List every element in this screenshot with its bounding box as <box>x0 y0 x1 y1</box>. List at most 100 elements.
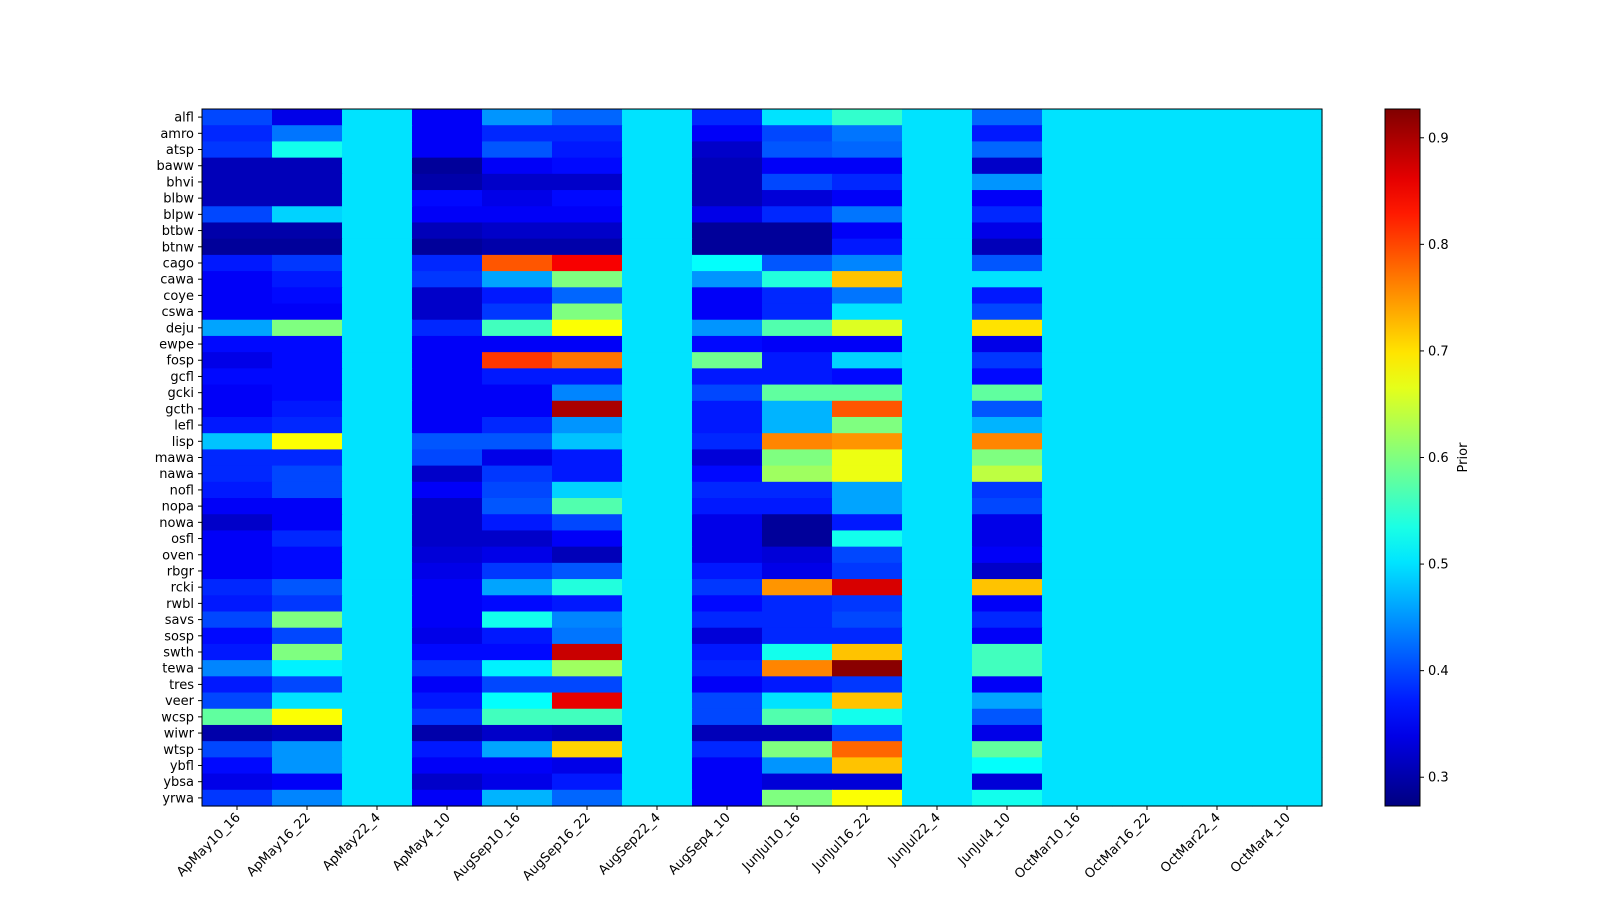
heatmap-cell-blpw-ApMay22_4 <box>342 206 413 224</box>
heatmap-cell-veer-OctMar22_4 <box>1182 692 1253 710</box>
heatmap-cell-gcth-JunJul22_4 <box>902 400 973 418</box>
heatmap-cell-lisp-OctMar4_10 <box>1252 433 1323 450</box>
heatmap-cell-baww-AugSep16_22 <box>552 157 623 175</box>
heatmap-cell-rwbl-OctMar10_16 <box>1042 595 1113 613</box>
heatmap-cell-blbw-AugSep16_22 <box>552 190 623 207</box>
heatmap-cell-ewpe-OctMar10_16 <box>1042 335 1113 353</box>
y-tick-label: lefl <box>174 419 194 434</box>
heatmap-cell-nopa-JunJul4_10 <box>972 498 1043 515</box>
heatmap-cell-wtsp-JunJul10_16 <box>762 741 833 758</box>
heatmap-cell-mawa-OctMar4_10 <box>1252 449 1323 467</box>
heatmap-cell-nowa-JunJul10_16 <box>762 514 833 532</box>
y-tick-label: nofl <box>170 483 194 498</box>
heatmap-cell-veer-ApMay16_22 <box>272 692 343 710</box>
heatmap-cell-coye-ApMay16_22 <box>272 287 343 305</box>
heatmap-cell-fosp-ApMay16_22 <box>272 352 343 369</box>
heatmap-cell-rbgr-AugSep22_4 <box>622 562 693 580</box>
y-tick-label: gcth <box>165 402 194 417</box>
y-tick-label: nawa <box>159 467 194 482</box>
heatmap-cell-mawa-OctMar22_4 <box>1182 449 1253 467</box>
heatmap-cell-coye-OctMar10_16 <box>1042 287 1113 305</box>
heatmap-cell-oven-JunJul4_10 <box>972 546 1043 564</box>
heatmap-cell-gcfl-JunJul4_10 <box>972 368 1043 386</box>
heatmap-cell-blbw-JunJul10_16 <box>762 190 833 207</box>
heatmap-cell-savs-AugSep22_4 <box>622 611 693 629</box>
heatmap-cell-btnw-OctMar10_16 <box>1042 238 1113 256</box>
heatmap-cell-atsp-JunJul10_16 <box>762 141 833 159</box>
heatmap-cell-gcfl-OctMar22_4 <box>1182 368 1253 386</box>
heatmap-cell-nofl-AugSep16_22 <box>552 481 623 499</box>
heatmap-cell-cawa-ApMay22_4 <box>342 271 413 288</box>
heatmap-cell-blbw-OctMar4_10 <box>1252 190 1323 207</box>
heatmap-cell-deju-AugSep4_10 <box>692 319 763 337</box>
heatmap-cell-tres-OctMar22_4 <box>1182 676 1253 694</box>
heatmap-cell-nopa-AugSep22_4 <box>622 498 693 515</box>
heatmap-cell-yrwa-OctMar16_22 <box>1112 789 1183 807</box>
heatmap-cell-btnw-ApMay22_4 <box>342 238 413 256</box>
heatmap-cell-swth-JunJul22_4 <box>902 643 973 661</box>
heatmap-cell-gcth-ApMay16_22 <box>272 400 343 418</box>
x-tick-label: AugSep16_22 <box>520 810 594 884</box>
heatmap-cell-amro-ApMay10_16 <box>202 125 273 143</box>
heatmap-cell-deju-OctMar4_10 <box>1252 319 1323 337</box>
heatmap-cell-gcki-JunJul16_22 <box>832 384 903 402</box>
heatmap-cell-btnw-AugSep4_10 <box>692 238 763 256</box>
heatmap-cell-cswa-OctMar22_4 <box>1182 303 1253 321</box>
x-tick-label: OctMar4_10 <box>1228 810 1294 876</box>
heatmap-cell-mawa-AugSep4_10 <box>692 449 763 467</box>
y-tick-label: savs <box>165 613 194 628</box>
heatmap-cell-gcth-OctMar22_4 <box>1182 400 1253 418</box>
heatmap-cell-gcth-ApMay22_4 <box>342 400 413 418</box>
heatmap-cell-rcki-ApMay4_10 <box>412 579 483 596</box>
heatmap-cell-cswa-JunJul22_4 <box>902 303 973 321</box>
heatmap-cell-rwbl-JunJul16_22 <box>832 595 903 613</box>
x-tick-label: JunJul16_22 <box>809 810 874 875</box>
heatmap-cell-ewpe-OctMar22_4 <box>1182 335 1253 353</box>
heatmap-cell-sosp-AugSep4_10 <box>692 627 763 645</box>
heatmap-cell-rwbl-AugSep16_22 <box>552 595 623 613</box>
heatmap-cell-nofl-OctMar16_22 <box>1112 481 1183 499</box>
heatmap-cell-gcth-JunJul10_16 <box>762 400 833 418</box>
heatmap-cell-fosp-JunJul22_4 <box>902 352 973 369</box>
heatmap-cell-coye-OctMar16_22 <box>1112 287 1183 305</box>
colorbar-tick-label: 0.6 <box>1428 451 1449 466</box>
heatmap-cell-lefl-AugSep22_4 <box>622 416 693 434</box>
heatmap-cell-mawa-JunJul16_22 <box>832 449 903 467</box>
heatmap-cell-lefl-JunJul10_16 <box>762 416 833 434</box>
heatmap-cell-yrwa-AugSep10_16 <box>482 789 553 807</box>
heatmap-cell-deju-OctMar22_4 <box>1182 319 1253 337</box>
heatmap-cell-cawa-JunJul10_16 <box>762 271 833 288</box>
heatmap-cell-blpw-ApMay10_16 <box>202 206 273 224</box>
heatmap-cell-wcsp-OctMar16_22 <box>1112 708 1183 726</box>
heatmap-cell-blpw-ApMay4_10 <box>412 206 483 224</box>
heatmap-cell-osfl-ApMay16_22 <box>272 530 343 548</box>
heatmap-cell-blbw-OctMar10_16 <box>1042 190 1113 207</box>
heatmap-cell-sosp-AugSep16_22 <box>552 627 623 645</box>
heatmap-cell-swth-AugSep16_22 <box>552 643 623 661</box>
heatmap-cell-sosp-OctMar10_16 <box>1042 627 1113 645</box>
heatmap-cell-nofl-ApMay10_16 <box>202 481 273 499</box>
heatmap-cell-bhvi-JunJul4_10 <box>972 173 1043 191</box>
x-tick-label: JunJul4_10 <box>955 810 1014 869</box>
heatmap-cell-tewa-OctMar4_10 <box>1252 660 1323 677</box>
y-tick-label: sosp <box>164 629 194 644</box>
heatmap-cell-amro-JunJul4_10 <box>972 125 1043 143</box>
heatmap-cell-atsp-JunJul16_22 <box>832 141 903 159</box>
heatmap-cell-nowa-ApMay10_16 <box>202 514 273 532</box>
heatmap-cell-nopa-ApMay4_10 <box>412 498 483 515</box>
heatmap-cell-atsp-OctMar16_22 <box>1112 141 1183 159</box>
heatmap-cell-rwbl-AugSep22_4 <box>622 595 693 613</box>
heatmap-cell-rbgr-AugSep16_22 <box>552 562 623 580</box>
heatmap-cell-cago-JunJul4_10 <box>972 254 1043 272</box>
x-tick-label: OctMar16_22 <box>1082 810 1154 882</box>
heatmap-cell-gcfl-JunJul10_16 <box>762 368 833 386</box>
heatmap-cell-rwbl-OctMar16_22 <box>1112 595 1183 613</box>
heatmap-cell-wtsp-JunJul22_4 <box>902 741 973 758</box>
heatmap-cell-ybsa-AugSep16_22 <box>552 773 623 791</box>
heatmap-cell-veer-JunJul16_22 <box>832 692 903 710</box>
heatmap-cell-tres-OctMar16_22 <box>1112 676 1183 694</box>
heatmap-cell-veer-JunJul4_10 <box>972 692 1043 710</box>
colorbar-label: Prior <box>1456 442 1471 473</box>
heatmap-cell-wiwr-JunJul22_4 <box>902 724 973 742</box>
heatmap-cell-fosp-JunJul10_16 <box>762 352 833 369</box>
